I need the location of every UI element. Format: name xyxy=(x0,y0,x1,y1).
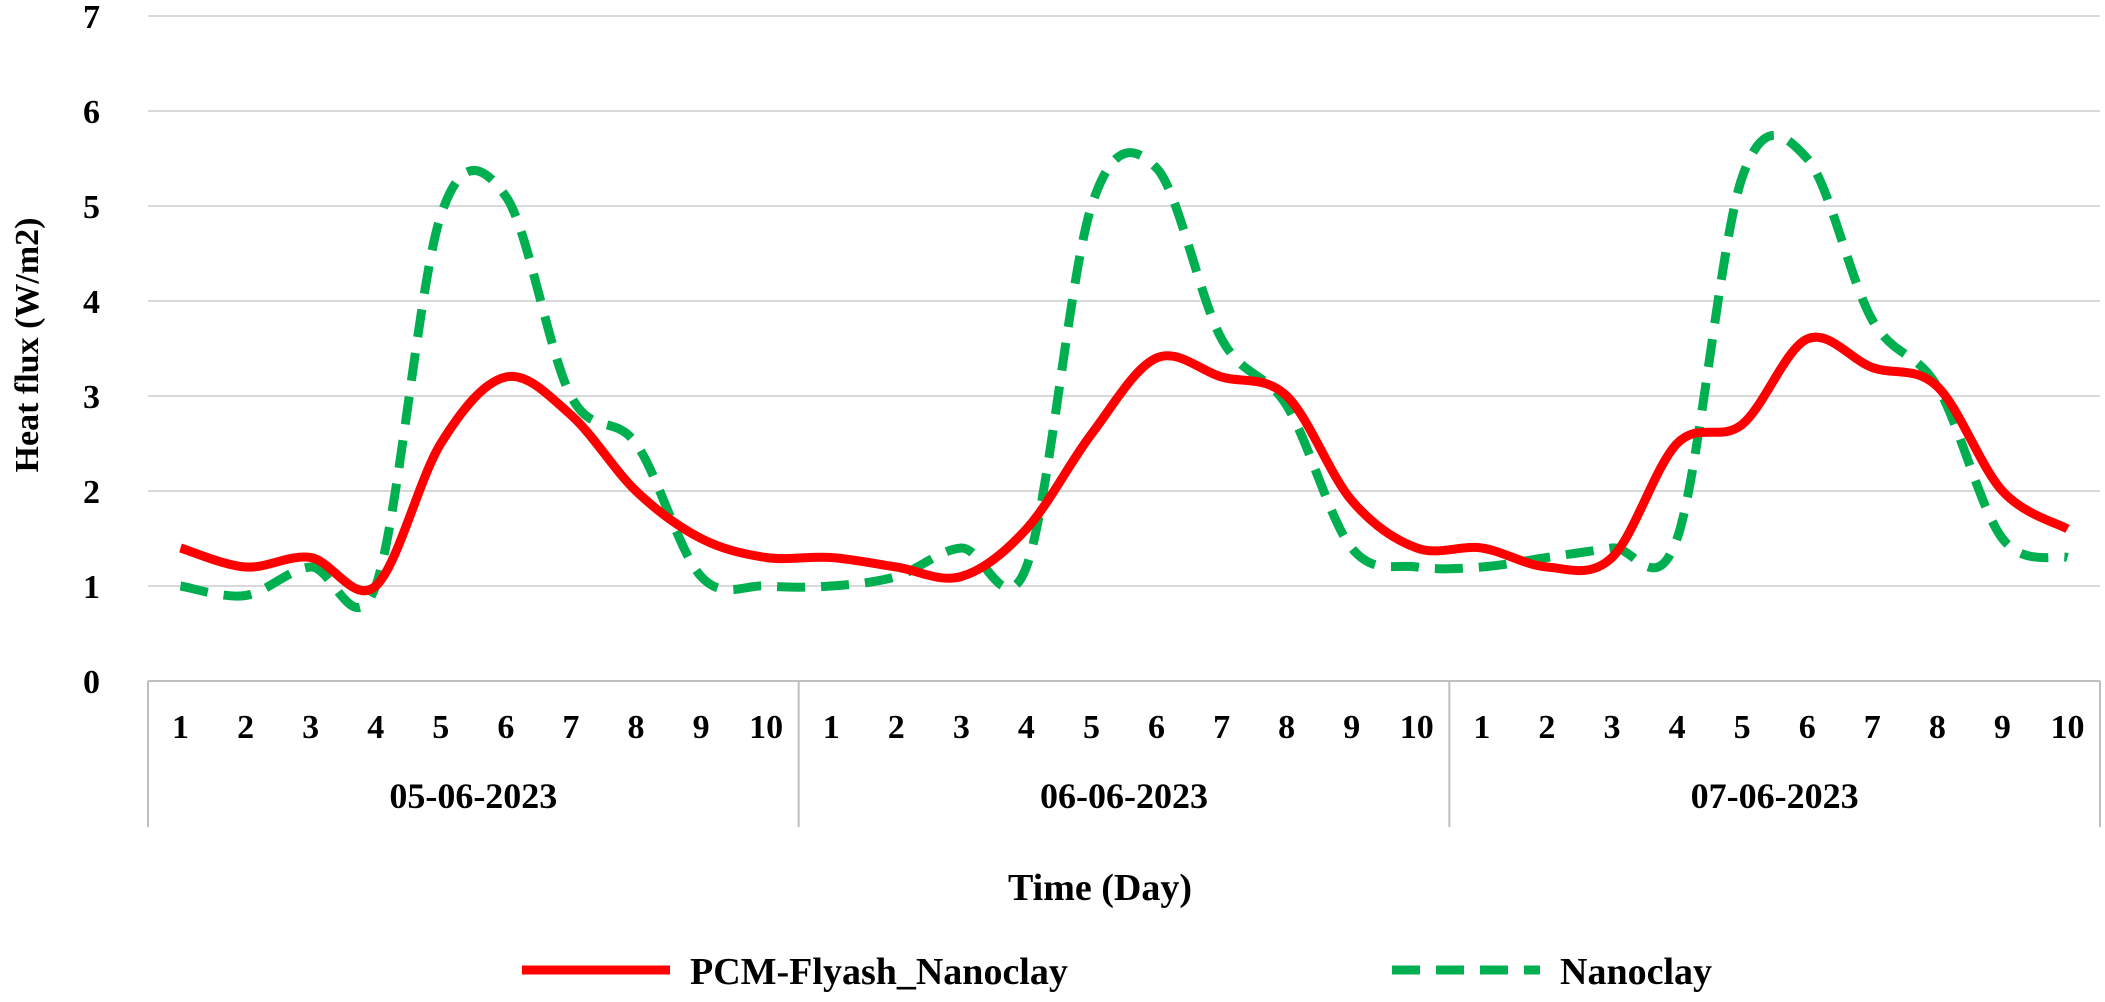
x-tick-label-5: 5 xyxy=(432,709,449,746)
y-tick-label-0: 0 xyxy=(83,664,100,701)
x-tick-label-23: 3 xyxy=(1604,709,1621,746)
x-tick-label-8: 8 xyxy=(628,709,645,746)
x-group-label-2: 06-06-2023 xyxy=(1040,776,1208,816)
x-tick-label-22: 2 xyxy=(1538,709,1555,746)
x-group-label-3: 07-06-2023 xyxy=(1691,776,1859,816)
y-tick-label-6: 6 xyxy=(83,94,100,131)
x-tick-label-14: 4 xyxy=(1018,709,1035,746)
x-tick-label-20: 10 xyxy=(1400,709,1434,746)
x-tick-label-6: 6 xyxy=(497,709,514,746)
series-layer xyxy=(179,130,2070,612)
legend: PCM-Flyash_Nanoclay Nanoclay xyxy=(522,951,1712,993)
x-tick-label-18: 8 xyxy=(1278,709,1295,746)
y-tick-label-5: 5 xyxy=(83,189,100,226)
y-tick-label-2: 2 xyxy=(83,474,100,511)
y-tick-label-3: 3 xyxy=(83,379,100,416)
x-tick-label-28: 8 xyxy=(1929,709,1946,746)
series-line-pcm-flyash-nanoclay xyxy=(179,332,2070,596)
x-tick-label-13: 3 xyxy=(953,709,970,746)
x-tick-label-21: 1 xyxy=(1473,709,1490,746)
x-tick-label-9: 9 xyxy=(693,709,710,746)
series-line-nanoclay xyxy=(179,130,2069,612)
x-tick-label-30: 10 xyxy=(2050,709,2084,746)
x-tick-label-19: 9 xyxy=(1343,709,1360,746)
grid-layer xyxy=(148,15,2100,587)
x-tick-label-27: 7 xyxy=(1864,709,1881,746)
x-tick-label-25: 5 xyxy=(1734,709,1751,746)
legend-label-pcm: PCM-Flyash_Nanoclay xyxy=(690,951,1068,993)
y-axis-title: Heat flux (W/m2) xyxy=(9,218,46,473)
x-tick-label-10: 10 xyxy=(749,709,783,746)
x-tick-label-12: 2 xyxy=(888,709,905,746)
x-tick-label-1: 1 xyxy=(172,709,189,746)
legend-label-nanoclay: Nanoclay xyxy=(1560,951,1712,993)
x-tick-label-17: 7 xyxy=(1213,709,1230,746)
x-tick-label-29: 9 xyxy=(1994,709,2011,746)
x-tick-label-16: 6 xyxy=(1148,709,1165,746)
x-tick-label-24: 4 xyxy=(1669,709,1686,746)
y-tick-label-7: 7 xyxy=(83,0,100,36)
x-tick-label-7: 7 xyxy=(562,709,579,746)
x-tick-label-26: 6 xyxy=(1799,709,1816,746)
y-tick-label-4: 4 xyxy=(83,284,100,321)
x-group-label-1: 05-06-2023 xyxy=(389,776,557,816)
x-tick-label-3: 3 xyxy=(302,709,319,746)
x-tick-label-4: 4 xyxy=(367,709,384,746)
y-tick-label-1: 1 xyxy=(83,569,100,606)
x-axis-title: Time (Day) xyxy=(1008,867,1192,909)
axis-layer xyxy=(147,680,2101,827)
x-tick-label-11: 1 xyxy=(823,709,840,746)
x-tick-label-2: 2 xyxy=(237,709,254,746)
x-tick-label-15: 5 xyxy=(1083,709,1100,746)
